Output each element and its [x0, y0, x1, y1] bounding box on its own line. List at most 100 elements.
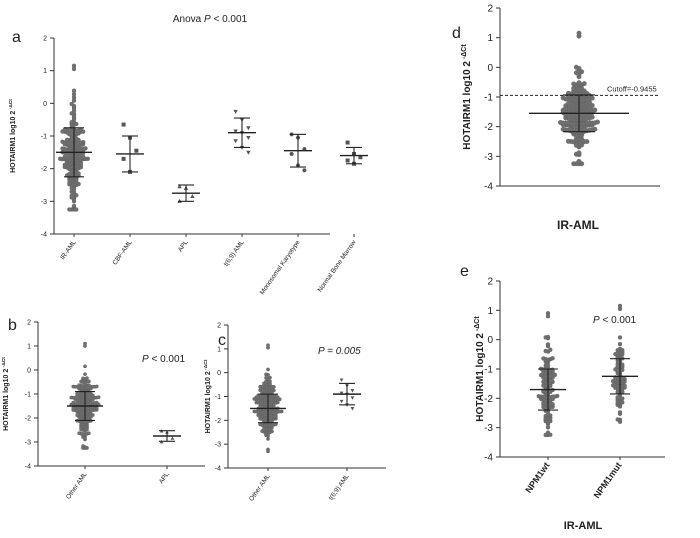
a-g1-point-2	[134, 148, 139, 153]
a-g4-point-3	[289, 152, 294, 156]
a-g1-point-3	[121, 156, 126, 161]
a-xtick-label-2: APL	[177, 239, 190, 253]
d-g0-point-76	[595, 119, 600, 125]
a-ytick-label-0: -4	[41, 231, 47, 238]
a-g2-point-2	[190, 194, 195, 199]
d-g0-point-43	[592, 126, 598, 132]
a-g4-point-5	[302, 168, 307, 173]
a-ylabel-main: HOTAIRM1 log10 2	[10, 111, 17, 173]
a-g0-point-104	[81, 154, 86, 159]
d-g0-point-175	[560, 95, 566, 101]
panel-c: c -4 -3 -2 -1 0 1 2 HOTAIRM1 log10 2 -ΔCt Other A…	[203, 322, 386, 503]
e-xtick-label-1: NPM1mut	[592, 460, 624, 500]
a-g0-point-94	[58, 156, 63, 161]
c-g0-point-219	[272, 384, 276, 389]
a-title-p: P	[204, 14, 211, 25]
a-g0-point-3	[67, 207, 72, 212]
e-g0-point-119	[550, 356, 555, 361]
c-xtick-label-0: Other AML	[248, 473, 272, 503]
e-ytick-label-0: -4	[484, 453, 493, 464]
a-g3-point-0	[233, 109, 238, 114]
d-g0-point-7	[576, 150, 582, 156]
panel-label-b: b	[8, 317, 17, 334]
c-ytick-label-4: 0	[217, 370, 221, 377]
b-g0-point-239	[83, 341, 87, 346]
a-g5-point-0	[345, 140, 350, 145]
a-xtick-label-3: t(6;9) AML	[223, 239, 246, 268]
a-g0-point-217	[71, 88, 77, 93]
d-ytick-label-4: 0	[487, 63, 493, 74]
d-g0-point-75	[558, 120, 563, 125]
c-g0-point-95	[279, 409, 284, 414]
b-g0-point-141	[94, 400, 99, 405]
c-p-value: P = 0.005	[318, 346, 361, 357]
d-ytick-label-2: -2	[484, 122, 493, 133]
c-ytick-label-3: -1	[215, 394, 221, 401]
e-group-0	[536, 311, 560, 438]
a-g5-point-3	[345, 158, 350, 163]
b-g0-point-235	[85, 376, 89, 380]
b-ytick-label-3: -1	[25, 391, 31, 398]
a-g3-point-8	[246, 150, 251, 155]
a-ylabel-sup: -ΔCt	[8, 99, 14, 111]
b-ytick-label-2: -2	[25, 415, 31, 422]
a-title: Anova P < 0.001	[173, 14, 248, 25]
a-g5-point-2	[358, 155, 363, 160]
e-ytick-label-6: 2	[487, 277, 493, 288]
c-ylabel-sup: -ΔCt	[203, 359, 209, 371]
b-g0-point-224	[77, 383, 81, 388]
e-g0-point-122	[548, 347, 553, 352]
b-g0-point-103	[71, 406, 76, 410]
c-ytick-label-5: 1	[217, 346, 221, 353]
a-ytick-label-3: -1	[41, 133, 47, 140]
a-g0-point-12	[74, 193, 79, 198]
b-g0-point-172	[96, 395, 101, 400]
d-g0-point-208	[581, 81, 587, 87]
panel-b: b -4 -3 -2 -1 0 1 2 HOTAIRM1 log10 2 -ΔCt Other A…	[1, 317, 205, 501]
a-g0-point-139	[83, 146, 88, 151]
a-g0-point-5	[71, 203, 77, 209]
b-p-rest: < 0.001	[149, 354, 186, 365]
e-g1-point-4	[617, 410, 623, 415]
b-g0-point-64	[90, 413, 95, 417]
c-g1-point-8	[350, 407, 355, 411]
d-g0-point-42	[560, 126, 566, 132]
panel-label-d: d	[452, 25, 461, 42]
d-g0-point-219	[576, 30, 582, 36]
panel-d: d -4 -3 -2 -1 0 1 2 HOTAIRM1 log10 2 -ΔCt Cutoff=…	[452, 4, 660, 232]
a-xtick-label-1: CBF-AML	[112, 239, 134, 267]
e-ytick-label-5: 1	[487, 306, 493, 317]
c-g0-point-230	[264, 379, 268, 384]
b-g0-point-15	[77, 431, 81, 436]
d-ytick-label-0: -4	[484, 182, 493, 193]
b-ytick-label-0: -4	[25, 463, 31, 470]
c-ytick-label-0: -4	[215, 465, 221, 472]
a-g0-point-163	[60, 139, 65, 144]
e-g1-point-85	[617, 346, 623, 352]
d-xlabel: IR-AML	[557, 218, 599, 232]
b-g0-point-218	[94, 384, 99, 389]
b-xtick-label-1: APL	[158, 471, 171, 485]
b-g0-point-14	[87, 431, 91, 436]
a-ytick-label-1: -3	[41, 199, 47, 206]
a-g3-point-3	[233, 129, 238, 134]
e-ytick-label-2: -2	[484, 394, 493, 405]
e-g0-point-53	[555, 393, 560, 399]
a-xtick-label-4: Monosomal Karyotype	[259, 239, 302, 296]
b-ytick-label-4: 0	[27, 367, 31, 374]
e-g0-point-129	[545, 311, 551, 316]
c-g0-point-1	[266, 447, 270, 452]
d-g0-point-157	[565, 101, 571, 107]
b-g0-point-171	[69, 395, 74, 400]
e-g0-point-107	[550, 367, 555, 372]
a-g0-point-213	[69, 101, 74, 107]
e-g0-point-78	[550, 379, 555, 384]
e-p-value: P < 0.001	[593, 315, 637, 326]
a-g0-point-204	[69, 119, 74, 125]
panel-label-c: c	[218, 332, 226, 349]
e-xlabel: IR-AML	[564, 520, 603, 532]
b-g0-point-237	[83, 364, 87, 369]
d-g0-point-128	[592, 107, 598, 113]
b-p-value: P < 0.001	[142, 354, 186, 365]
